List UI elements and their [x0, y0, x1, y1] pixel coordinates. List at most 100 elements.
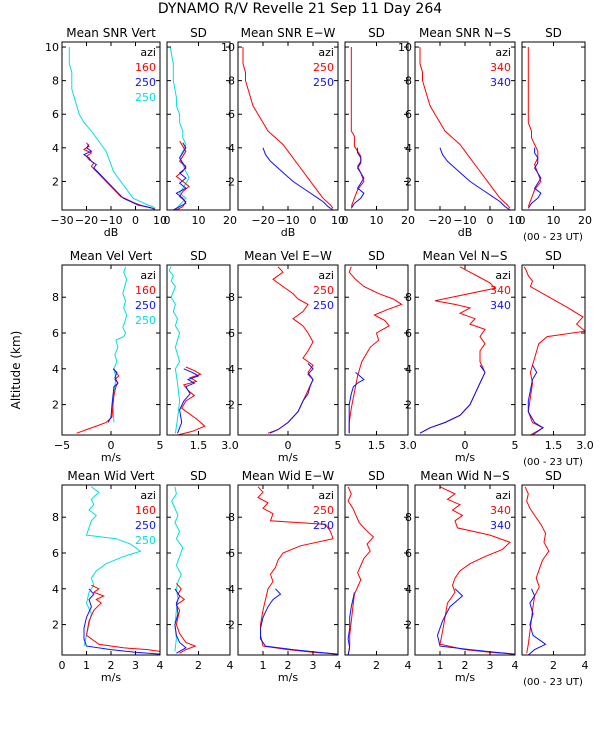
- series-line-red: [76, 368, 120, 434]
- y-tick-label: 2: [228, 399, 235, 412]
- series-line-blue: [107, 368, 119, 423]
- series-line-cyan: [83, 486, 142, 647]
- series-line-blue: [260, 588, 339, 655]
- series-line-cyan: [68, 47, 156, 209]
- legend-entry-red: 250: [313, 61, 334, 74]
- x-tick-label: 5: [157, 439, 164, 452]
- x-tick-label: −10: [453, 214, 476, 227]
- legend-entry-blue: 340: [490, 76, 511, 89]
- panel-title: SD: [368, 469, 385, 483]
- x-tick-label: 1: [260, 659, 267, 672]
- legend-entry-red: 340: [490, 504, 511, 517]
- x-tick-label: 1.5: [545, 439, 563, 452]
- panel-frame: [521, 41, 586, 211]
- y-tick-label: 2: [405, 619, 412, 632]
- y-tick-label: 8: [405, 511, 412, 524]
- panel-vel-ns-sd: SD 1.5 3.0: [521, 249, 594, 452]
- y-tick-label: 6: [228, 547, 235, 560]
- panel-wid-ns-sd: SD 2 4: [521, 469, 589, 672]
- series-line-red: [82, 142, 156, 210]
- x-tick-label: 10: [153, 214, 167, 227]
- legend-entry-red: 250: [313, 284, 334, 297]
- series-line-blue: [527, 364, 544, 436]
- panel-snr-vert-mean: Mean SNR Vert 2 4 6 8 10 −30 −20 −10 0 10 dB azi 160 2…: [45, 26, 167, 239]
- series-line-red: [419, 47, 511, 209]
- x-axis-label: m/s: [278, 671, 298, 684]
- panel-title: SD: [545, 469, 562, 483]
- time-range-note: (00 - 23 UT): [523, 232, 583, 243]
- x-tick-label: 0: [164, 214, 171, 227]
- series-line-red: [177, 366, 206, 436]
- panel-wid-vert-sd: SD 2 4: [166, 469, 234, 672]
- x-tick-label: 0: [519, 214, 526, 227]
- x-tick-label: 3: [310, 659, 317, 672]
- x-tick-label: −20: [75, 214, 98, 227]
- x-tick-label: 2: [462, 659, 469, 672]
- x-tick-label: 3.0: [221, 439, 239, 452]
- series-line-red: [347, 486, 375, 656]
- panel-title: SD: [368, 26, 385, 40]
- time-range-note: (00 - 23 UT): [523, 457, 583, 468]
- y-tick-label: 6: [52, 108, 59, 121]
- series-line-blue: [348, 372, 365, 434]
- x-axis-label: m/s: [278, 451, 298, 464]
- y-tick-label: 2: [52, 399, 59, 412]
- panel-title: SD: [190, 249, 207, 263]
- y-tick-label: 10: [45, 41, 59, 54]
- series-line-cyan: [171, 486, 184, 652]
- y-tick-label: 2: [405, 399, 412, 412]
- legend-entry-blue: 250: [313, 299, 334, 312]
- panel-title: Mean Wid N−S: [420, 469, 510, 483]
- panel-frame: [344, 484, 409, 656]
- y-tick-label: 4: [405, 583, 412, 596]
- x-axis-label: dB: [104, 226, 119, 239]
- panel-title: SD: [545, 26, 562, 40]
- panel-frame: [166, 484, 231, 656]
- series-line-blue: [347, 592, 355, 656]
- legend-entry-red: 340: [490, 284, 511, 297]
- series-line-red: [350, 47, 365, 207]
- panel-vel-vert-mean: Mean Vel Vert 2 4 6 8 −5 0 5 m/s azi 160 250 250: [52, 249, 164, 464]
- y-tick-label: 4: [52, 363, 59, 376]
- series-line-blue: [83, 588, 161, 655]
- panel-title: Mean Wid E−W: [242, 469, 335, 483]
- panel-snr-ns-mean: Mean SNR N−S 2 4 6 8 10 −20 −10 0 10 dB azi 340 340: [398, 26, 522, 239]
- x-tick-label: −10: [276, 214, 299, 227]
- legend-entry-blue: 250: [135, 519, 156, 532]
- x-tick-label: 10: [331, 214, 345, 227]
- y-tick-label: 6: [405, 108, 412, 121]
- panel-title: SD: [190, 26, 207, 40]
- y-tick-label: 8: [52, 291, 59, 304]
- x-tick-label: 0: [342, 214, 349, 227]
- legend-entry-red: 160: [135, 61, 156, 74]
- y-tick-label: 8: [405, 291, 412, 304]
- legend-header: azi: [318, 269, 334, 282]
- x-tick-label: 3.0: [576, 439, 594, 452]
- series-line-blue: [527, 147, 542, 209]
- x-tick-label: 3: [487, 659, 494, 672]
- series-line-blue: [439, 147, 511, 211]
- x-tick-label: 5: [335, 439, 342, 452]
- y-tick-label: 8: [228, 291, 235, 304]
- series-line-red: [523, 266, 587, 436]
- y-tick-label: 4: [52, 142, 59, 155]
- y-tick-label: 8: [52, 75, 59, 88]
- legend-header: azi: [140, 46, 156, 59]
- legend-entry-blue: 250: [313, 519, 334, 532]
- x-tick-label: −5: [54, 439, 70, 452]
- legend-entry-red: 250: [313, 504, 334, 517]
- x-tick-label: −10: [99, 214, 122, 227]
- series-line-red: [419, 266, 496, 434]
- y-tick-label: 8: [405, 75, 412, 88]
- y-tick-label: 2: [52, 619, 59, 632]
- series-line-cyan: [112, 266, 128, 423]
- panel-wid-ew-mean: Mean Wid E−W 2 4 6 8 1 2 3 4 m/s azi 250 250: [228, 469, 342, 684]
- x-tick-label: −30: [50, 214, 73, 227]
- legend-header: azi: [140, 489, 156, 502]
- x-tick-label: 10: [192, 214, 206, 227]
- x-tick-label: 4: [227, 659, 234, 672]
- y-tick-label: 4: [405, 363, 412, 376]
- x-tick-label: 4: [157, 659, 164, 672]
- x-tick-label: 1: [83, 659, 90, 672]
- series-line-red: [524, 486, 550, 654]
